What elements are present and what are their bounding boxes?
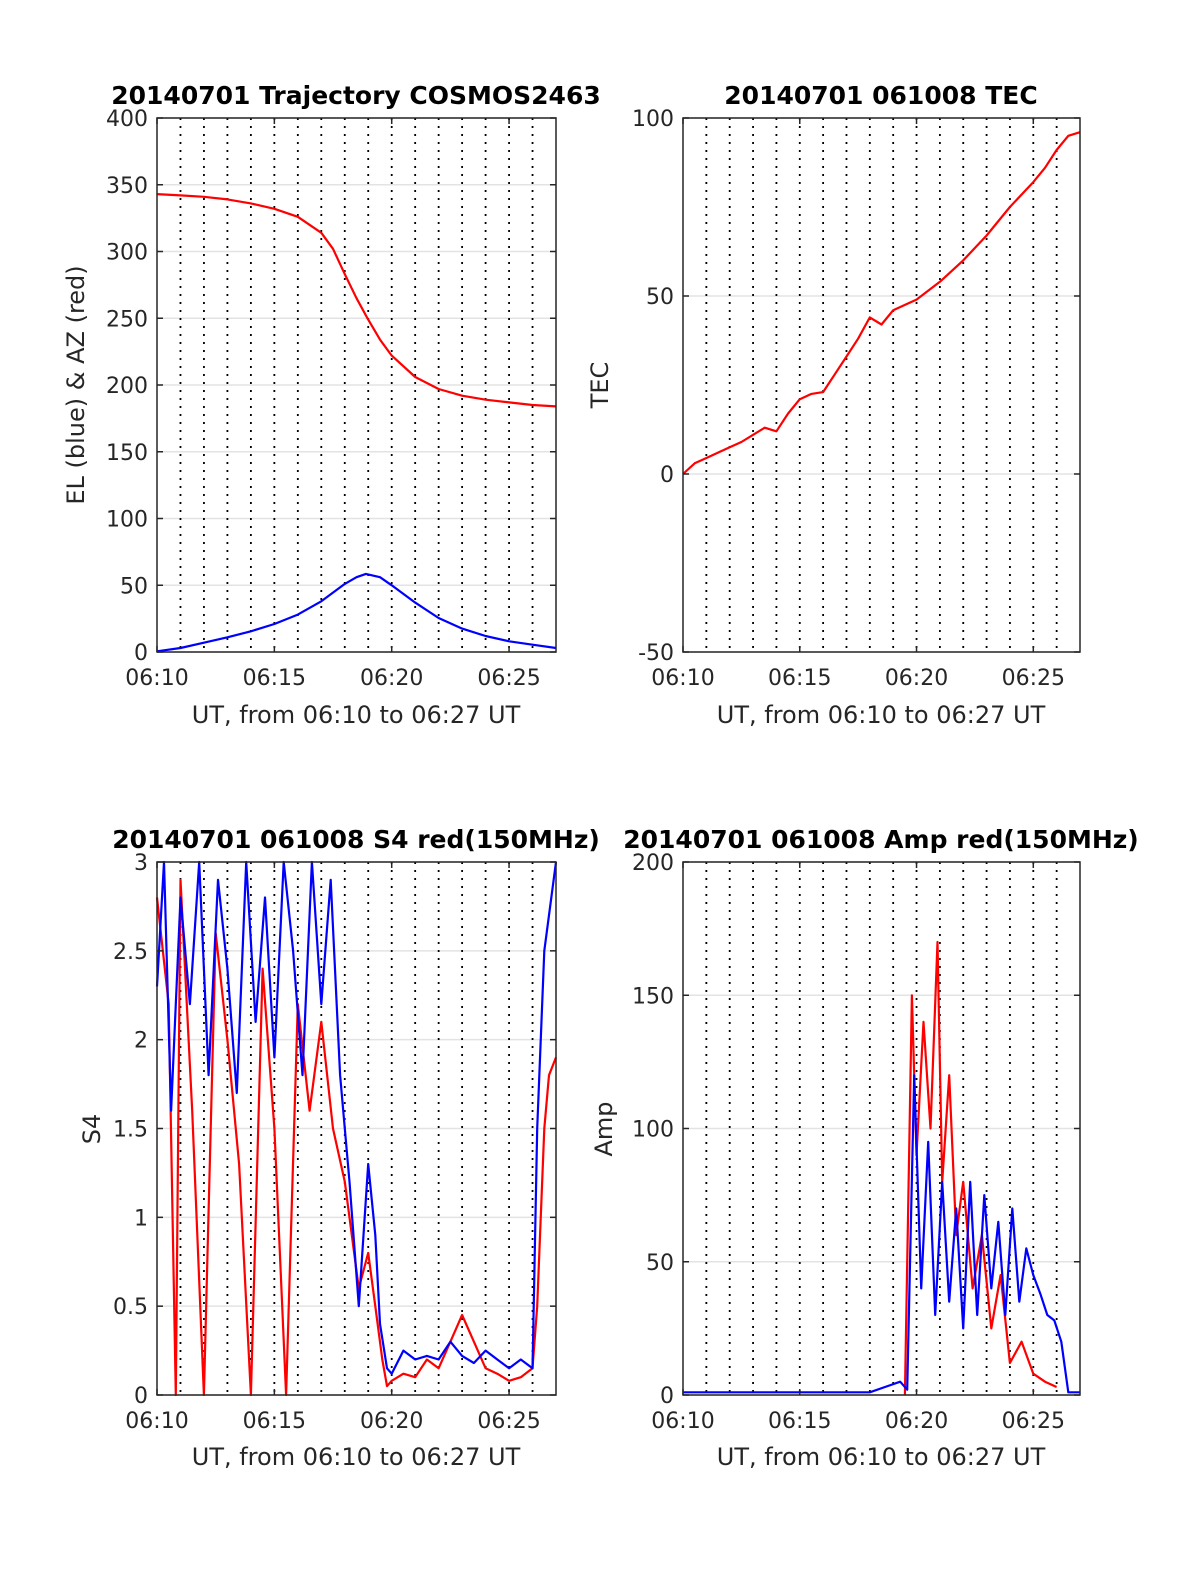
x-tick-label: 06:20 <box>360 1409 423 1434</box>
x-tick-label: 06:10 <box>651 1409 714 1434</box>
series-line <box>682 131 1081 475</box>
y-tick-label: 100 <box>106 508 148 533</box>
y-tick-label: 1 <box>134 1206 148 1231</box>
chart-title: 20140701 061008 TEC <box>724 81 1037 110</box>
series-line <box>156 193 557 408</box>
x-axis-label: UT, from 06:10 to 06:27 UT <box>192 701 521 729</box>
chart-title: 20140701 061008 S4 red(150MHz) <box>112 825 600 854</box>
y-tick-label: 150 <box>632 984 674 1009</box>
x-tick-label: 06:20 <box>885 1409 948 1434</box>
x-tick-label: 06:25 <box>1002 666 1065 691</box>
y-tick-label: 100 <box>632 1118 674 1143</box>
y-tick-label: 50 <box>120 574 148 599</box>
x-tick-label: 06:10 <box>651 666 714 691</box>
y-tick-label: 0 <box>134 641 148 666</box>
x-tick-label: 06:10 <box>125 1409 188 1434</box>
y-axis-label: TEC <box>586 362 614 410</box>
series-line <box>155 878 558 1397</box>
subplot-tec: 20140701 061008 TEC -50 0 50 100 06:10 06:15 0… <box>586 81 1081 729</box>
plot-area: 0 50 100 150 200 250 300 350 400 06:10 06:15 06:20 0… <box>106 107 557 691</box>
subplot-amp: 20140701 061008 Amp red(150MHz) 0 50 100 15… <box>590 825 1139 1471</box>
y-tick-label: 200 <box>106 374 148 399</box>
chart-title: 20140701 Trajectory COSMOS2463 <box>111 81 601 110</box>
y-tick-label: 0 <box>660 1384 674 1409</box>
series-line <box>155 860 558 1375</box>
y-axis-label: Amp <box>590 1101 618 1156</box>
y-tick-label: -50 <box>638 641 674 666</box>
plot-area: -50 0 50 100 06:10 06:15 06:20 06:25 <box>632 107 1081 691</box>
x-tick-label: 06:15 <box>243 666 306 691</box>
plot-area: 0 0.5 1 1.5 2 2.5 3 06:10 06:15 06:20 06:25 <box>113 851 558 1434</box>
series-line <box>903 940 1058 1396</box>
x-tick-label: 06:25 <box>477 666 540 691</box>
y-tick-label: 300 <box>106 241 148 266</box>
series-line <box>683 1074 1080 1394</box>
x-tick-label: 06:25 <box>1002 1409 1065 1434</box>
x-axis-label: UT, from 06:10 to 06:27 UT <box>717 1443 1046 1471</box>
x-tick-label: 06:20 <box>360 666 423 691</box>
y-tick-label: 50 <box>646 285 674 310</box>
y-tick-label: 200 <box>632 851 674 876</box>
x-tick-label: 06:10 <box>125 666 188 691</box>
x-axis-label: UT, from 06:10 to 06:27 UT <box>717 701 1046 729</box>
subplot-s4: 20140701 061008 S4 red(150MHz) 0 0.5 1 1.5 2… <box>78 825 600 1471</box>
x-tick-label: 06:15 <box>243 1409 306 1434</box>
y-tick-label: 400 <box>106 107 148 132</box>
x-axis-label: UT, from 06:10 to 06:27 UT <box>192 1443 521 1471</box>
y-axis-label: EL (blue) & AZ (red) <box>62 265 90 504</box>
plot-area: 0 50 100 150 200 06:10 06:15 06:20 06:25 <box>632 851 1081 1434</box>
y-tick-label: 150 <box>106 441 148 466</box>
y-tick-label: 0 <box>660 463 674 488</box>
series-line <box>156 572 557 653</box>
subplot-trajectory: 20140701 Trajectory COSMOS2463 0 50 100 150… <box>62 81 601 729</box>
x-tick-label: 06:15 <box>768 1409 831 1434</box>
x-tick-label: 06:15 <box>768 666 831 691</box>
y-tick-label: 2.5 <box>113 940 148 965</box>
y-tick-label: 2 <box>134 1029 148 1054</box>
y-tick-label: 350 <box>106 174 148 199</box>
y-tick-label: 50 <box>646 1251 674 1276</box>
y-tick-label: 0.5 <box>113 1295 148 1320</box>
y-tick-label: 0 <box>134 1384 148 1409</box>
y-tick-label: 1.5 <box>113 1118 148 1143</box>
axes-frame <box>682 117 1081 653</box>
x-tick-label: 06:20 <box>885 666 948 691</box>
y-axis-label: S4 <box>78 1114 106 1145</box>
y-tick-label: 3 <box>134 851 148 876</box>
chart-title: 20140701 061008 Amp red(150MHz) <box>623 825 1139 854</box>
y-tick-label: 100 <box>632 107 674 132</box>
y-tick-label: 250 <box>106 307 148 332</box>
x-tick-label: 06:25 <box>477 1409 540 1434</box>
